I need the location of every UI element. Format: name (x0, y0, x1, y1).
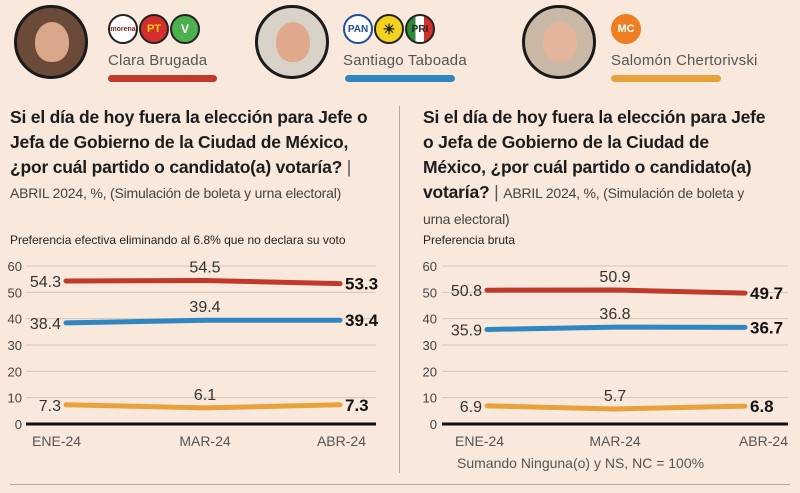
y-tick-label: 50 (423, 285, 437, 300)
x-tick-label: ENE-24 (455, 433, 504, 449)
pri-logo-icon: PRI (405, 14, 435, 44)
x-tick-label: MAR-24 (589, 433, 641, 449)
y-tick-label: 30 (423, 338, 437, 353)
data-label: 7.3 (39, 398, 61, 415)
series-line (484, 403, 748, 412)
data-label: 49.7 (750, 284, 783, 303)
data-label: 54.3 (30, 274, 61, 291)
x-tick-label: ENE-24 (32, 433, 81, 449)
data-label: 5.7 (604, 388, 626, 405)
y-tick-label: 10 (423, 391, 437, 406)
y-tick-label: 20 (423, 364, 437, 379)
question-text: Si el día de hoy fuera la elección para … (423, 107, 766, 202)
candidate-santiago-taboada: PAN ☀ PRI Santiago Taboada (250, 0, 490, 95)
mc-logo-icon: MC (611, 14, 641, 44)
pvem-logo-icon: V (170, 14, 200, 44)
chart-label: Preferencia efectiva eliminando al 6.8% … (10, 233, 346, 247)
pt-logo-icon: PT (139, 14, 169, 44)
data-label: 36.7 (750, 318, 783, 337)
party-logos: MC (611, 14, 641, 44)
y-tick-label: 0 (15, 417, 22, 432)
candidate-color-bar (611, 75, 721, 82)
data-label: 6.9 (460, 399, 482, 416)
question-subtitle: ABRIL 2024, %, (Simulación de boleta y u… (10, 185, 342, 201)
candidate-name: Salomón Chertorivski (611, 52, 758, 69)
candidate-clara-brugada: morena PT V Clara Brugada (0, 0, 260, 95)
data-label: 38.4 (30, 316, 61, 333)
question-text: Si el día de hoy fuera la elección para … (10, 107, 368, 177)
line-chart-preferencia-bruta: 0 10 20 30 40 50 60 ENE-24 MAR-24 ABR-24 50.8 50.9 4… (423, 259, 789, 449)
x-tick-label: ABR-24 (739, 433, 788, 449)
x-tick-label: ABR-24 (317, 433, 366, 449)
y-tick-label: 30 (8, 338, 22, 353)
pan-logo-icon: PAN (343, 14, 373, 44)
y-tick-label: 40 (423, 312, 437, 327)
candidate-salomon-chertorivski: MC Salomón Chertorivski (510, 0, 790, 95)
y-tick-label: 20 (8, 364, 22, 379)
y-tick-label: 10 (8, 391, 22, 406)
avatar-santiago-taboada (255, 5, 329, 79)
series-line (63, 317, 343, 326)
face-shape (276, 22, 310, 62)
vertical-divider (399, 106, 400, 473)
candidate-color-bar (108, 75, 217, 82)
data-label: 53.3 (345, 275, 378, 294)
morena-logo-icon: morena (108, 14, 138, 44)
series-line (484, 324, 748, 332)
y-tick-label: 40 (8, 312, 22, 327)
candidate-name: Santiago Taboada (343, 52, 467, 69)
series-line (484, 287, 748, 296)
y-tick-label: 0 (430, 417, 437, 432)
party-logos: morena PT V (108, 14, 200, 44)
face-shape (35, 22, 69, 62)
candidate-color-bar (345, 75, 455, 82)
data-label: 39.4 (189, 299, 220, 316)
left-panel: Si el día de hoy fuera la elección para … (10, 105, 380, 206)
y-tick-label: 60 (8, 259, 22, 274)
prd-logo-icon: ☀ (374, 14, 404, 44)
data-label: 7.3 (345, 396, 369, 415)
data-label: 39.4 (345, 311, 379, 330)
data-label: 36.8 (599, 306, 630, 323)
series-line (63, 277, 343, 287)
candidate-name: Clara Brugada (108, 52, 208, 69)
line-chart-preferencia-efectiva: 0 10 20 30 40 50 60 ENE-24 MAR-24 ABR-24 54.3 54.5 5… (8, 259, 379, 449)
data-label: 6.1 (194, 387, 216, 404)
horizontal-divider (10, 484, 790, 485)
footnote: Sumando Ninguna(o) y NS, NC = 100% (457, 455, 705, 471)
data-label: 50.9 (599, 269, 630, 286)
right-panel: Si el día de hoy fuera la elección para … (423, 105, 773, 232)
data-label: 6.8 (750, 397, 774, 416)
chart-label: Preferencia bruta (423, 233, 516, 247)
series-line (63, 402, 343, 411)
y-tick-label: 50 (8, 285, 22, 300)
question-subtitle: ABRIL 2024, %, (Simulación de boleta y u… (423, 185, 745, 227)
avatar-salomon-chertorivski (522, 5, 596, 79)
data-label: 54.5 (189, 259, 220, 276)
y-tick-label: 60 (423, 259, 437, 274)
avatar-clara-brugada (14, 5, 88, 79)
question-title: Si el día de hoy fuera la elección para … (10, 105, 380, 206)
data-label: 35.9 (451, 322, 482, 339)
separator: | (346, 157, 352, 177)
separator: | (494, 182, 499, 202)
party-logos: PAN ☀ PRI (343, 14, 435, 44)
x-tick-label: MAR-24 (179, 433, 231, 449)
face-shape (543, 22, 577, 62)
data-label: 50.8 (451, 283, 482, 300)
question-title: Si el día de hoy fuera la elección para … (423, 105, 773, 232)
